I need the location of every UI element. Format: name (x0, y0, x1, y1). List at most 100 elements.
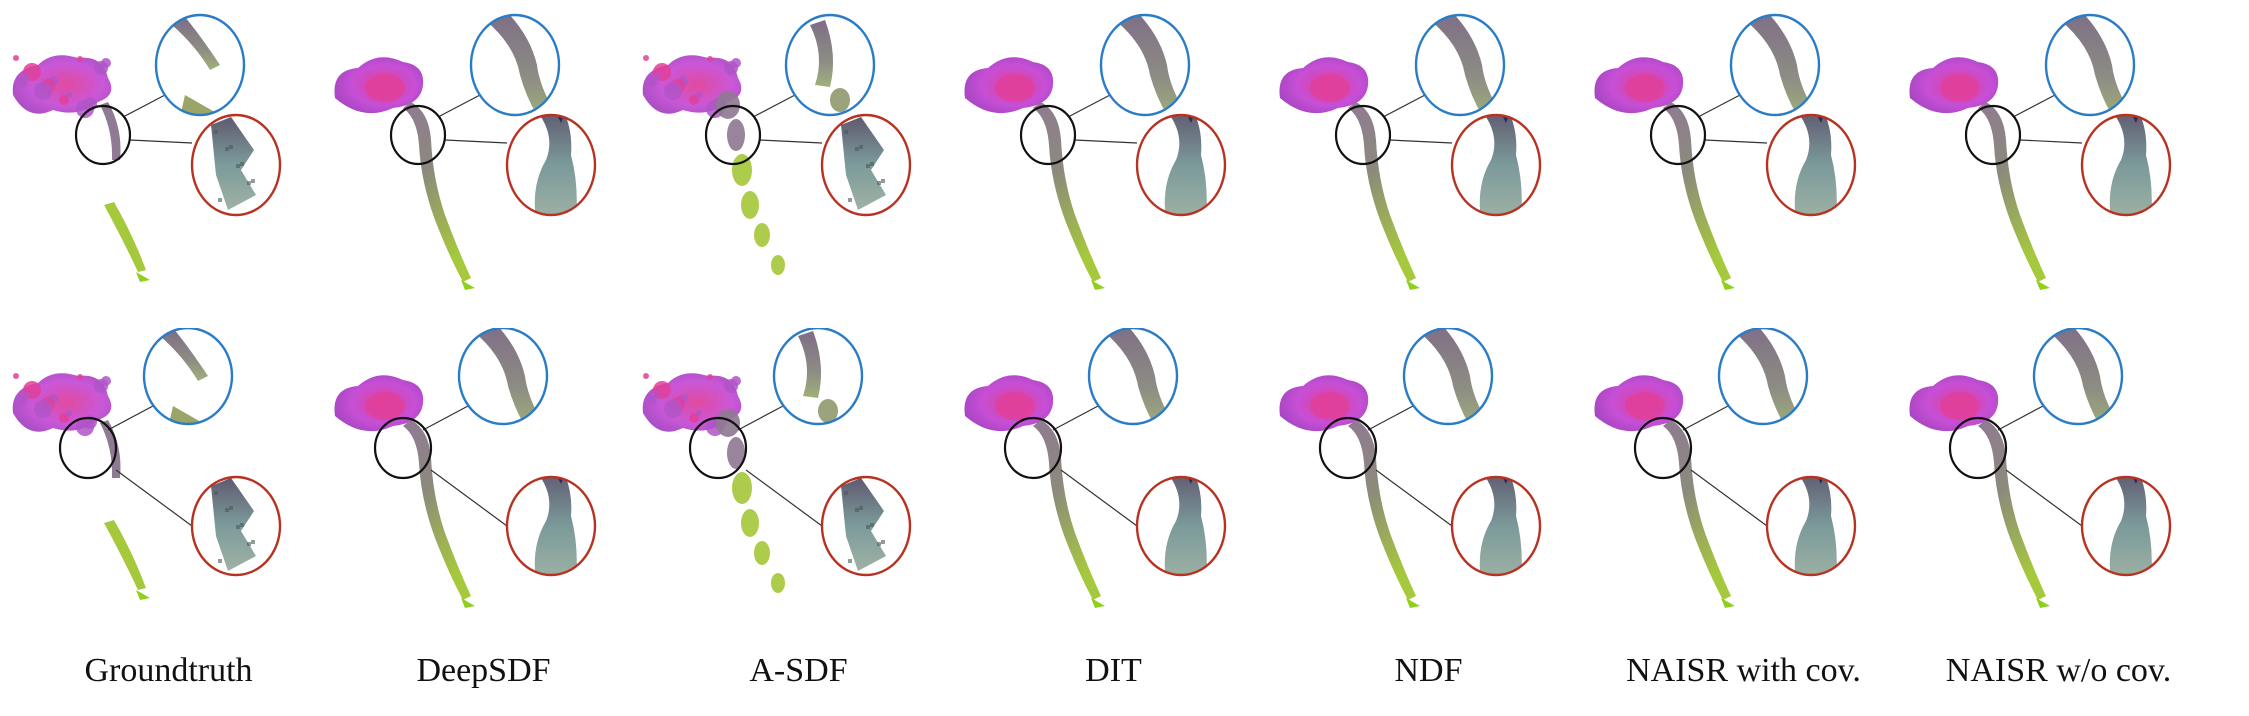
column-naisr-with-cov: NAISR with cov. (1583, 0, 1904, 716)
airway-body (1033, 420, 1105, 608)
panel-row-1 (8, 10, 329, 310)
airway-body (1978, 102, 2050, 290)
bottom-zoom-circle (820, 113, 912, 217)
bottom-zoom-detail (1137, 115, 1225, 215)
airway-body (403, 102, 475, 290)
top-zoom-circle (1099, 13, 1191, 117)
bottom-zoom-circle (1765, 475, 1857, 577)
zoom-source-circle (1948, 416, 2008, 480)
head-region (642, 373, 742, 436)
bottom-zoom-detail (192, 115, 280, 215)
zoom-source-circle (1334, 104, 1392, 166)
bottom-zoom-detail (2082, 477, 2170, 575)
airway-shape-render (964, 13, 1227, 290)
column-groundtruth: Groundtruth (8, 0, 329, 716)
bottom-zoom-circle (2080, 113, 2172, 217)
zoom-connector-line (2019, 139, 2083, 144)
airway-shape-render (642, 13, 912, 275)
zoom-source-circle (74, 104, 132, 166)
airway-shape-render (1909, 13, 2172, 290)
bottom-zoom-circle (505, 475, 597, 577)
airway-body (716, 409, 785, 593)
zoom-connector-line (1367, 405, 1414, 431)
top-zoom-detail (1404, 328, 1492, 424)
zoom-source-circle (1318, 416, 1378, 480)
bottom-zoom-circle (190, 475, 282, 577)
bottom-zoom-detail (507, 477, 595, 575)
zoom-connector-line (745, 469, 823, 527)
zoom-connector-line (122, 94, 166, 118)
bottom-zoom-circle (820, 475, 912, 577)
zoom-connector-line (1389, 139, 1453, 144)
top-zoom-detail (1416, 15, 1504, 115)
zoom-source-circle (1003, 416, 1063, 480)
zoom-connector-line (2012, 94, 2056, 118)
panel-row-1 (323, 10, 644, 310)
zoom-connector-line (759, 139, 823, 144)
zoom-connector-line (1067, 94, 1111, 118)
top-zoom-detail (471, 15, 559, 115)
airway-shape-render (1279, 328, 1542, 608)
panel-row-1 (1898, 10, 2219, 310)
method-label: DeepSDF (416, 652, 551, 689)
bottom-zoom-circle (190, 113, 282, 217)
bottom-zoom-circle (505, 113, 597, 217)
zoom-source-circle (1633, 416, 1693, 480)
panel-row-1 (638, 10, 959, 310)
airway-shape-render (334, 13, 597, 290)
panel-row-2 (638, 328, 959, 628)
head-region (334, 57, 424, 114)
top-zoom-circle (1414, 13, 1506, 117)
top-zoom-circle (469, 13, 561, 117)
top-zoom-circle (1087, 328, 1179, 426)
airway-shape-render (964, 328, 1227, 608)
column-naisr-without-cov: NAISR w/o cov. (1898, 0, 2219, 716)
top-zoom-circle (457, 328, 549, 426)
zoom-source-circle (1964, 104, 2022, 166)
top-zoom-detail (1719, 328, 1807, 424)
top-zoom-detail (2046, 15, 2134, 115)
panel-row-2 (1583, 328, 1904, 628)
zoom-connector-line (2005, 469, 2083, 527)
method-label: NAISR w/o cov. (1945, 652, 2172, 689)
head-region (1909, 57, 1999, 114)
airway-shape-render (1594, 328, 1857, 608)
top-zoom-detail (156, 15, 244, 115)
panel-row-1 (1268, 10, 1589, 310)
airway-shape-render (334, 328, 597, 608)
bottom-zoom-detail (1767, 477, 1855, 575)
airway-shape-render (1594, 13, 1857, 290)
head-region (12, 55, 112, 118)
top-zoom-detail (1089, 328, 1177, 424)
method-label: A-SDF (749, 652, 848, 689)
column-deepsdf: DeepSDF (323, 0, 644, 716)
airway-shape-render (12, 328, 282, 600)
zoom-source-circle (1019, 104, 1077, 166)
top-zoom-detail (1731, 15, 1819, 115)
top-zoom-circle (1402, 328, 1494, 426)
zoom-connector-line (115, 469, 193, 527)
zoom-source-circle (389, 104, 447, 166)
zoom-connector-line (107, 405, 154, 431)
airway-body (1348, 420, 1420, 608)
airway-body (100, 102, 150, 282)
airway-body (1978, 420, 2050, 608)
zoom-source-circle (688, 416, 748, 480)
airway-body (1663, 420, 1735, 608)
airway-shape-render (642, 328, 912, 593)
head-region (964, 57, 1054, 114)
top-zoom-detail (1101, 15, 1189, 115)
airway-body (1348, 102, 1420, 290)
method-label: NAISR with cov. (1626, 652, 1861, 689)
zoom-connector-line (1060, 469, 1138, 527)
panel-row-2 (1268, 328, 1589, 628)
bottom-zoom-circle (1765, 113, 1857, 217)
bottom-zoom-detail (1767, 115, 1855, 215)
method-label: Groundtruth (84, 652, 253, 689)
airway-body (1663, 102, 1735, 290)
column-a-sdf: A-SDF (638, 0, 959, 716)
bottom-zoom-detail (2082, 115, 2170, 215)
zoom-connector-line (430, 469, 508, 527)
zoom-connector-line (737, 405, 784, 431)
